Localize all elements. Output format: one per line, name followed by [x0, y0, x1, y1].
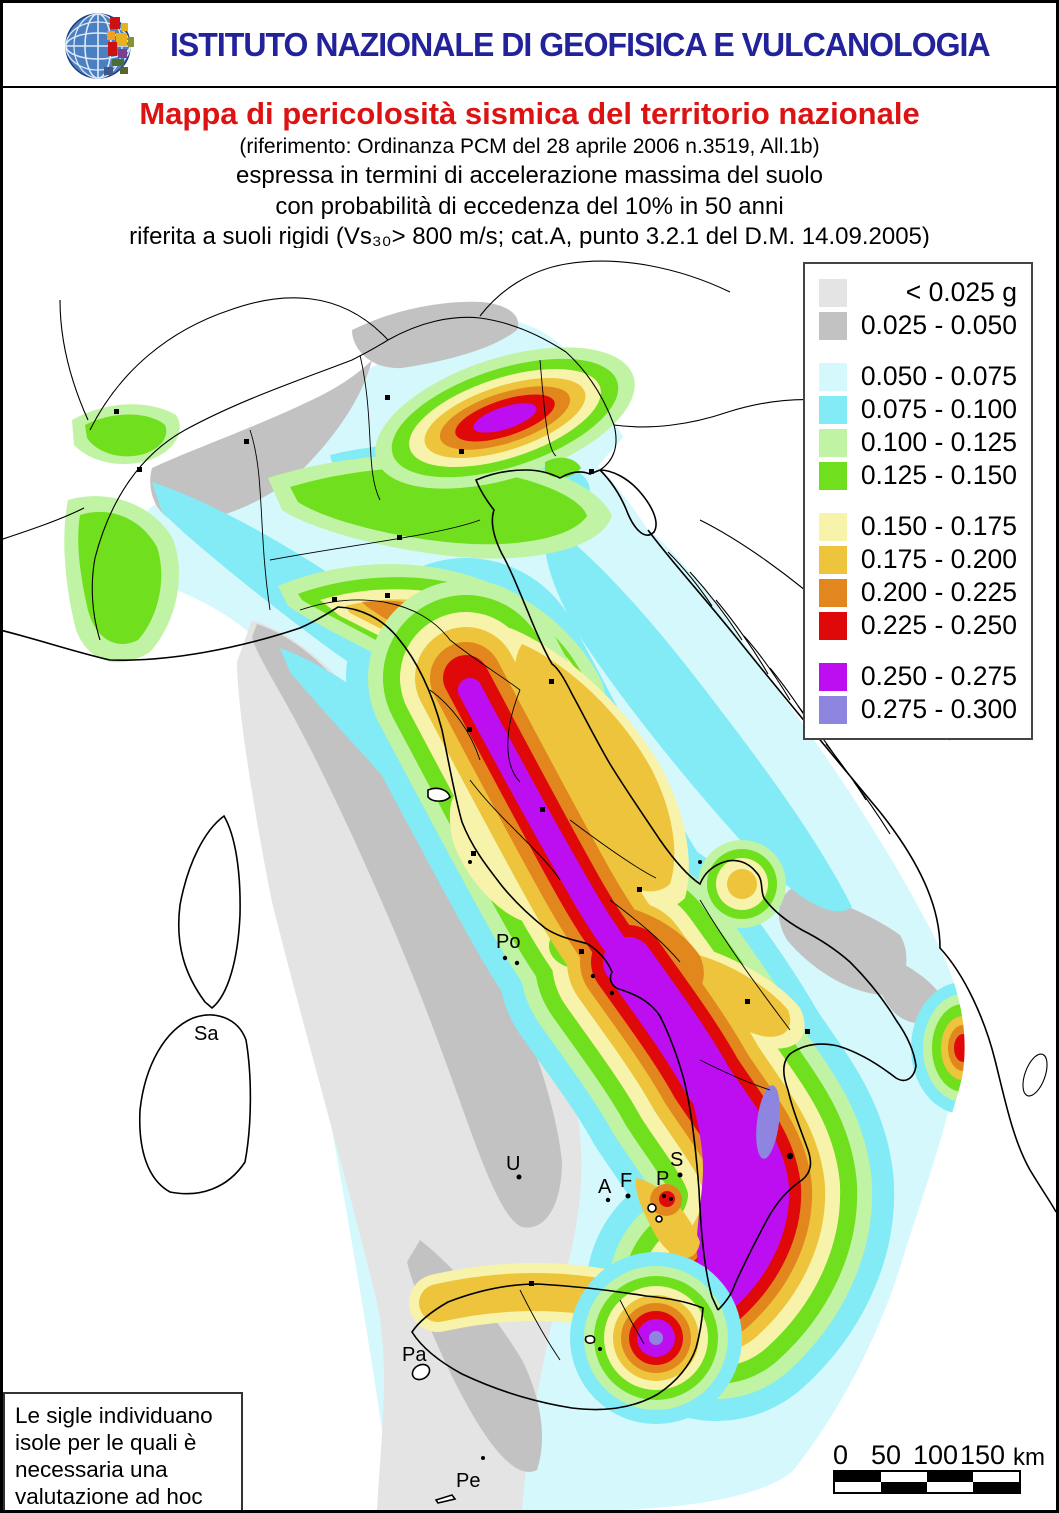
- legend-swatch: [819, 461, 847, 490]
- italy-hazard-svg: Po Sa U A F P S Pa Pe: [3, 260, 1056, 1510]
- island-label-pa: Pa: [402, 1344, 427, 1366]
- legend-swatch: [819, 545, 847, 574]
- ingv-logo-icon: [60, 9, 146, 81]
- legend-swatch: [819, 695, 847, 724]
- legend-swatch: [819, 278, 847, 307]
- scale-bar-graphic: [833, 1470, 1021, 1494]
- island-label-po: Po: [496, 931, 520, 953]
- island-label-f: F: [620, 1170, 632, 1192]
- legend-swatch: [819, 395, 847, 424]
- org-title: ISTITUTO NAZIONALE DI GEOFISICA E VULCAN…: [169, 25, 991, 63]
- map-subtitle-1: espressa in termini di accelerazione mas…: [236, 162, 823, 189]
- hazard-map: Po Sa U A F P S Pa Pe < 0.025 g 0.025 - …: [3, 248, 1056, 1510]
- island-label-s: S: [670, 1149, 683, 1171]
- legend-swatch: [819, 512, 847, 541]
- legend-row: 0.275 - 0.300: [819, 693, 1021, 726]
- islands-note: Le sigle individuano isole per le quali …: [15, 1403, 213, 1509]
- scale-bar: 0 50 100 150 km: [833, 1440, 1045, 1494]
- island-label-p: P: [656, 1168, 669, 1190]
- legend-swatch: [819, 611, 847, 640]
- island-label-a: A: [598, 1176, 612, 1198]
- note-box: Le sigle individuano isole per le quali …: [3, 1392, 243, 1510]
- legend-row: 0.250 - 0.275: [819, 660, 1021, 693]
- scale-tick: 150: [960, 1440, 1006, 1470]
- scale-tick: 50: [871, 1440, 902, 1470]
- legend: < 0.025 g 0.025 - 0.050 0.050 - 0.075 0.…: [803, 262, 1033, 740]
- legend-swatch: [819, 362, 847, 391]
- island-label-u: U: [506, 1153, 520, 1175]
- legend-row: 0.125 - 0.150: [819, 459, 1021, 492]
- city-markers: [114, 395, 810, 1286]
- header: ISTITUTO NAZIONALE DI GEOFISICA E VULCAN…: [3, 3, 1056, 88]
- sardinia-outline: [138, 1014, 252, 1195]
- title-block: Mappa di pericolosità sismica del territ…: [3, 88, 1056, 250]
- legend-row: 0.200 - 0.225: [819, 576, 1021, 609]
- island-labels: Po Sa U A F P S Pa Pe: [194, 931, 683, 1492]
- scale-unit: km: [1013, 1444, 1045, 1471]
- small-islands: [411, 787, 702, 1504]
- legend-row: 0.150 - 0.175: [819, 510, 1021, 543]
- legend-swatch: [819, 662, 847, 691]
- scale-tick: 0: [833, 1440, 849, 1470]
- map-subtitle-3: riferita a suoli rigidi (Vs₃₀> 800 m/s; …: [129, 223, 930, 250]
- island-label-sa: Sa: [194, 1023, 219, 1045]
- legend-row: 0.025 - 0.050: [819, 309, 1021, 342]
- legend-row: 0.175 - 0.200: [819, 543, 1021, 576]
- map-title: Mappa di pericolosità sismica del territ…: [139, 96, 920, 131]
- legend-swatch: [819, 428, 847, 457]
- map-subtitle-2: con probabilità di eccedenza del 10% in …: [275, 193, 784, 220]
- legend-row: < 0.025 g: [819, 276, 1021, 309]
- island-label-pe: Pe: [456, 1470, 480, 1492]
- scale-tick: 100: [913, 1440, 959, 1470]
- map-reference: (riferimento: Ordinanza PCM del 28 april…: [239, 135, 820, 158]
- scale-bar-labels: 0 50 100 150 km: [833, 1440, 1045, 1471]
- corsica-outline: [177, 814, 241, 1010]
- legend-row: 0.100 - 0.125: [819, 426, 1021, 459]
- legend-row: 0.050 - 0.075: [819, 360, 1021, 393]
- legend-swatch: [819, 311, 847, 340]
- legend-row: 0.075 - 0.100: [819, 393, 1021, 426]
- legend-row: 0.225 - 0.250: [819, 609, 1021, 642]
- legend-swatch: [819, 578, 847, 607]
